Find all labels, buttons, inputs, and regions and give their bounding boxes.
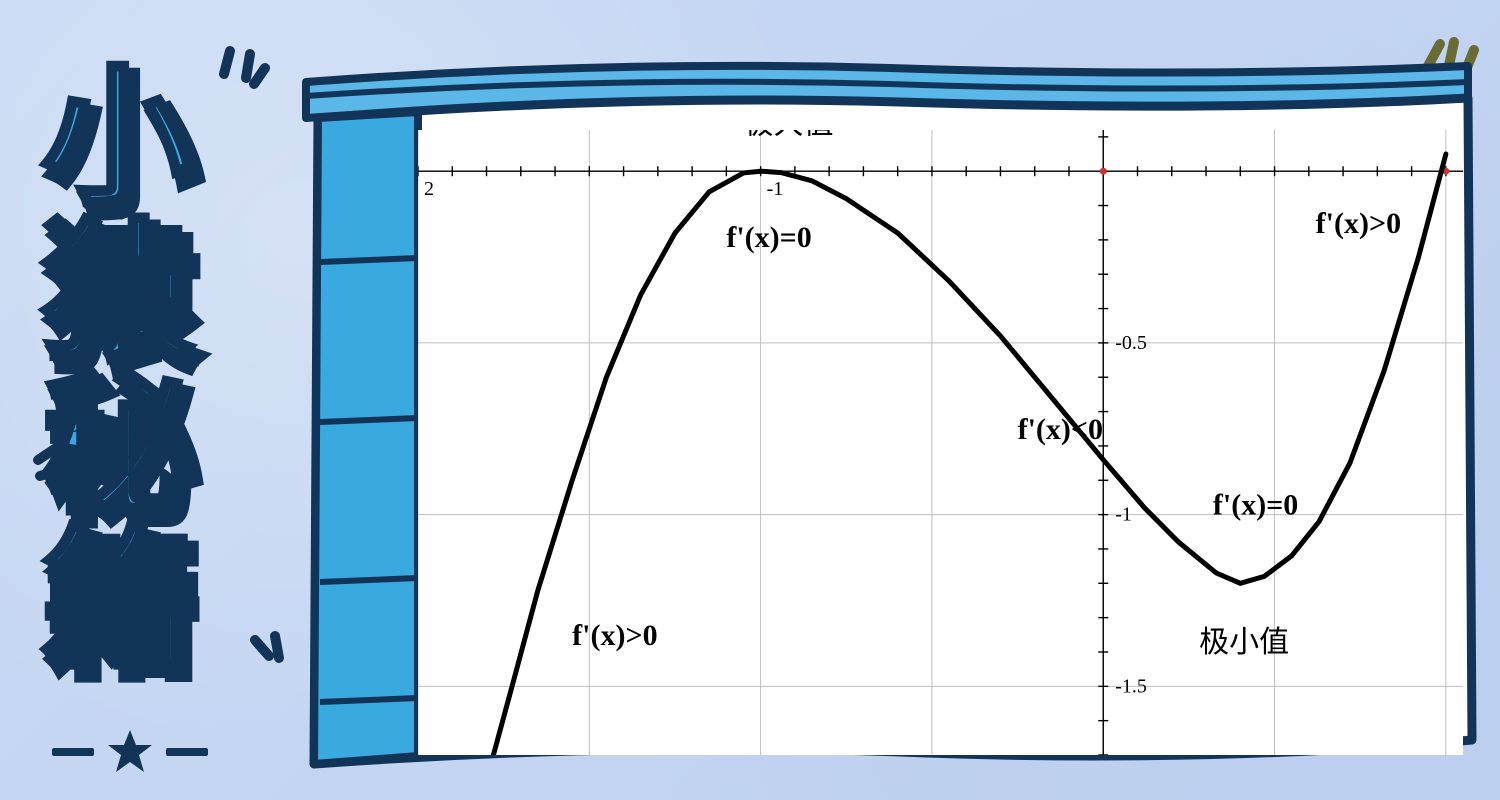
y-tick-label: -0.5 [1115, 332, 1147, 354]
y-tick-label: -1 [1115, 504, 1132, 526]
axis-point [1100, 168, 1107, 175]
star-divider [52, 728, 208, 776]
annotation-fp_pos_2: f'(x)>0 [1316, 207, 1401, 240]
annotation-max_label: 极大值 [743, 130, 833, 140]
function-curve [493, 154, 1446, 755]
annotation-fp_zero_1: f'(x)=0 [726, 221, 811, 254]
y-tick-label: -1.5 [1115, 675, 1147, 697]
x-tick-label: -1 [767, 178, 784, 200]
annotation-min_label: 极小值 [1199, 626, 1289, 659]
annotation-fp_neg: f'(x)<0 [1018, 413, 1103, 446]
star-icon [106, 728, 154, 776]
title-char-3: 籍籍 [50, 537, 240, 697]
annotation-fp_zero_2: f'(x)=0 [1213, 489, 1298, 522]
annotation-fp_pos_1: f'(x)>0 [572, 619, 657, 652]
x-tick-label: 2 [424, 178, 434, 200]
title-column: 小小 猿猿 秘秘 籍籍 [50, 75, 270, 691]
derivative-graph: 2 -1 -0.5 -1 -1.5 极大值 f'(x)=0 f'(x)>0 f'(x)<0 f'(… [418, 130, 1463, 755]
